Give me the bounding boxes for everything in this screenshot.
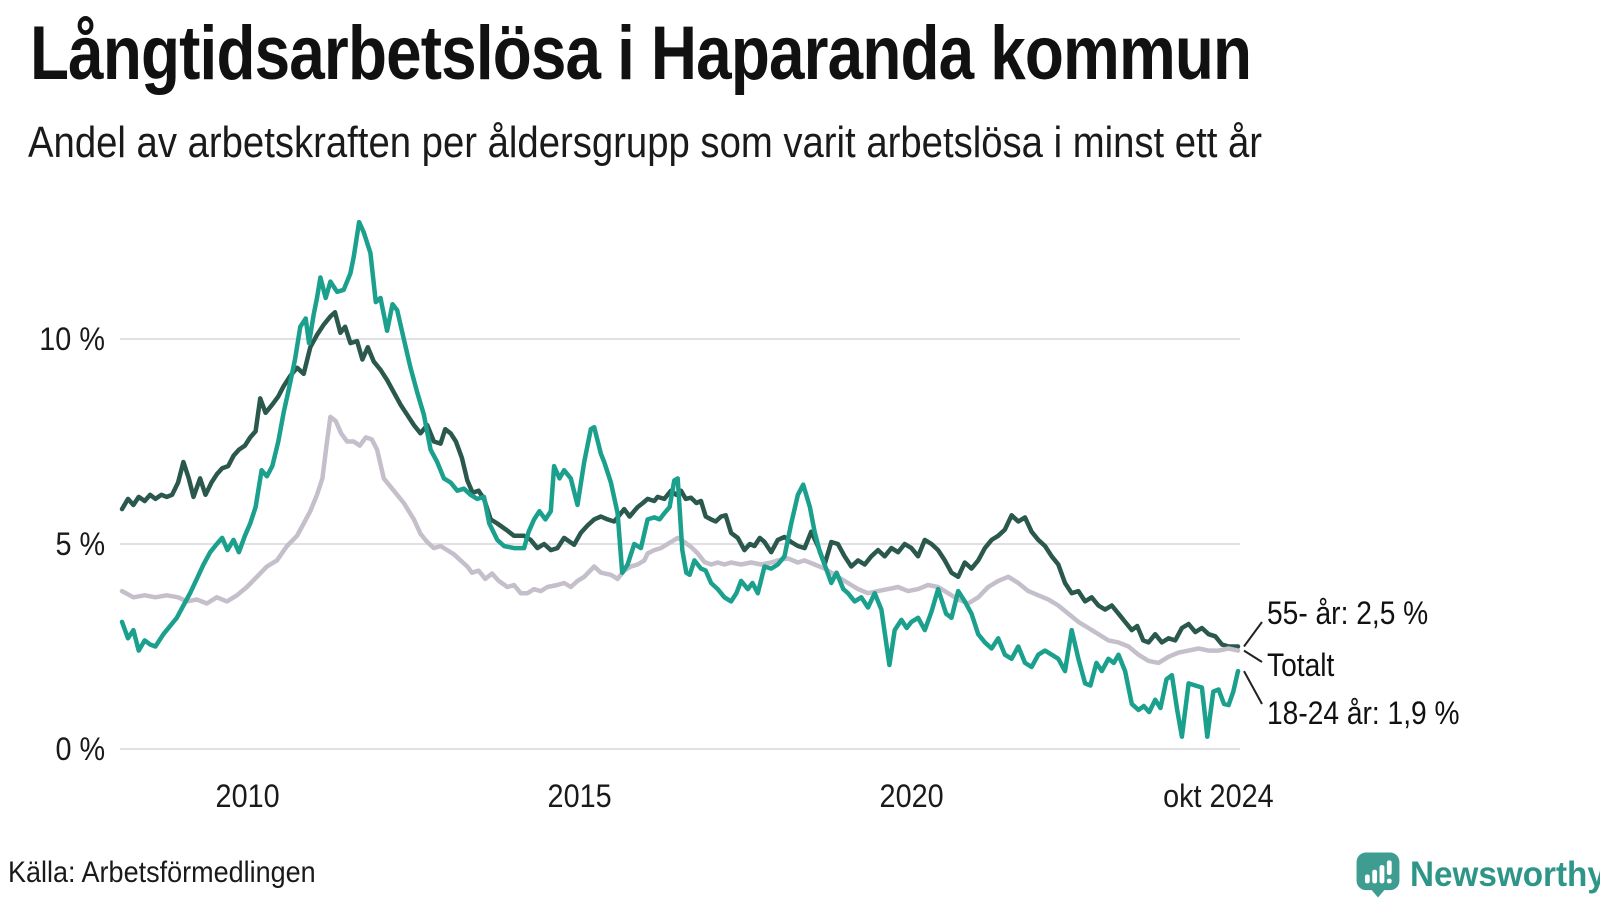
series-end-label-18-24: 18-24 år: 1,9 % — [1267, 695, 1460, 731]
end-label-connector-2 — [1243, 670, 1263, 705]
y-axis-label-10: 10 % — [39, 321, 105, 357]
x-axis-label-okt-2024: okt 2024 — [1162, 778, 1274, 814]
page-subtitle-text: Andel av arbetskraften per åldersgrupp s… — [28, 118, 1263, 167]
end-label-connector-0 — [1243, 621, 1263, 648]
series-end-label-totalt: Totalt — [1267, 647, 1335, 683]
x-axis-label-2020: 2020 — [879, 778, 945, 814]
newsworthy-wordmark: Newsworthy — [1410, 855, 1600, 894]
end-label-connector-1 — [1243, 649, 1263, 663]
newsworthy-logo[interactable]: Newsworthy — [1356, 852, 1600, 898]
page-title-text: Långtidsarbetslösa i Haparanda kommun — [30, 11, 1252, 96]
x-axis-label-2015: 2015 — [547, 778, 613, 814]
page-title: Långtidsarbetslösa i Haparanda kommun — [30, 14, 1484, 94]
source-text: Källa: Arbetsförmedlingen — [8, 856, 316, 889]
page-subtitle: Andel av arbetskraften per åldersgrupp s… — [28, 118, 1446, 168]
series-end-label-55: 55- år: 2,5 % — [1267, 595, 1429, 631]
series-line-Totalt — [119, 414, 1241, 666]
series-line-18-24r — [119, 219, 1241, 739]
newsworthy-logo-icon — [1356, 852, 1400, 898]
y-axis-label-5: 5 % — [55, 526, 105, 562]
y-axis-label-0: 0 % — [55, 731, 105, 767]
x-axis-label-2010: 2010 — [215, 778, 281, 814]
